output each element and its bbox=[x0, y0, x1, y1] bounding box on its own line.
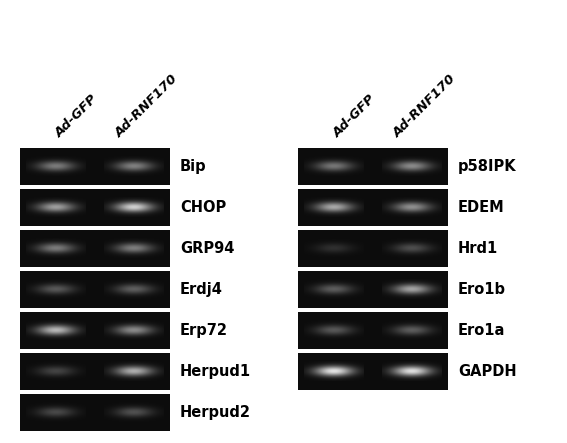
Text: GAPDH: GAPDH bbox=[458, 364, 517, 379]
Text: CHOP: CHOP bbox=[180, 200, 226, 215]
Text: Ad-RNF170: Ad-RNF170 bbox=[113, 72, 181, 140]
Text: Herpud1: Herpud1 bbox=[180, 364, 251, 379]
Text: Herpud2: Herpud2 bbox=[180, 405, 251, 420]
Text: Ad-RNF170: Ad-RNF170 bbox=[391, 72, 459, 140]
Text: Erdj4: Erdj4 bbox=[180, 282, 223, 297]
Text: Ero1b: Ero1b bbox=[458, 282, 506, 297]
Text: Ero1a: Ero1a bbox=[458, 323, 505, 338]
Text: Hrd1: Hrd1 bbox=[458, 241, 498, 256]
Text: p58IPK: p58IPK bbox=[458, 159, 517, 174]
Text: Ad-GFP: Ad-GFP bbox=[53, 92, 101, 140]
Text: EDEM: EDEM bbox=[458, 200, 505, 215]
Text: GRP94: GRP94 bbox=[180, 241, 234, 256]
Text: Bip: Bip bbox=[180, 159, 206, 174]
Text: Erp72: Erp72 bbox=[180, 323, 228, 338]
Text: Ad-GFP: Ad-GFP bbox=[331, 92, 379, 140]
